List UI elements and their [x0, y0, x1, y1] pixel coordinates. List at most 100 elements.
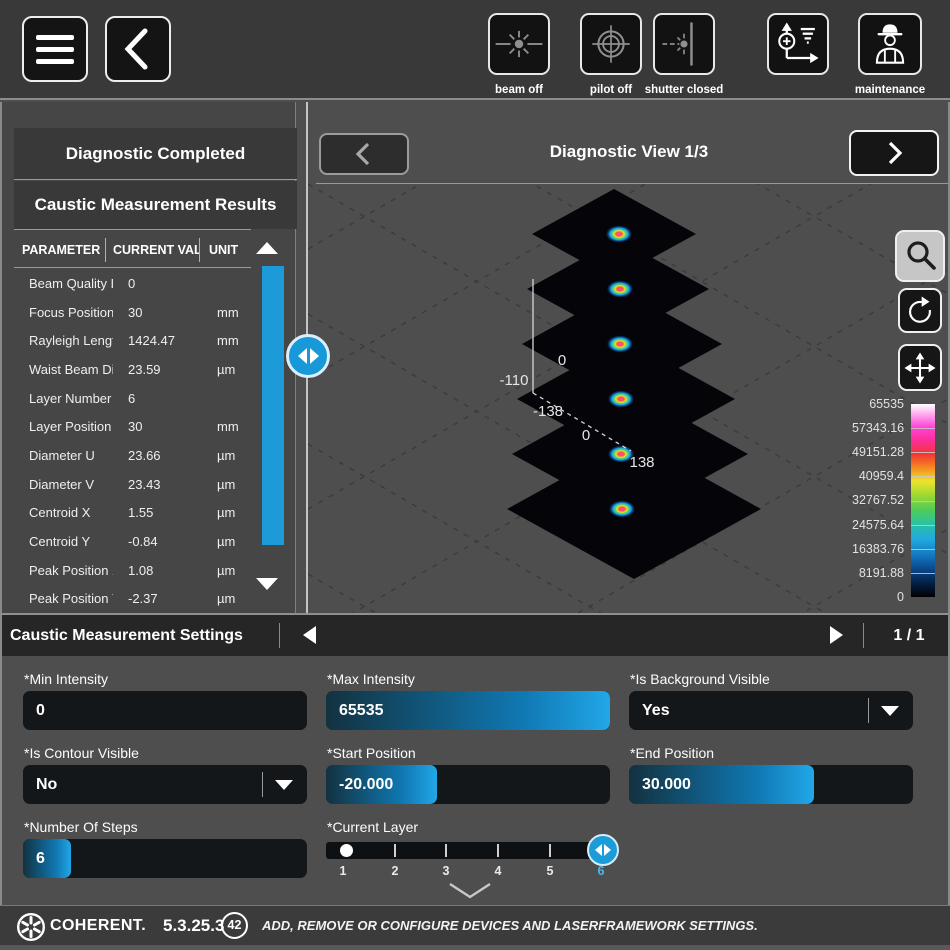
- slider-left-arrow-icon: [595, 844, 602, 856]
- settings-page-prev-button[interactable]: [303, 626, 316, 644]
- x-axis-tick-label: 0: [582, 427, 590, 444]
- is-contour-visible-dropdown[interactable]: No: [23, 765, 307, 804]
- magnifier-icon: [907, 241, 936, 270]
- status-message: ADD, REMOVE OR CONFIGURE DEVICES AND LAS…: [262, 918, 758, 933]
- panel-splitter-handle[interactable]: [286, 334, 330, 378]
- is-background-visible-dropdown[interactable]: Yes: [629, 691, 913, 730]
- chevron-left-icon: [355, 142, 370, 166]
- slider-tick: [445, 844, 447, 857]
- beam-spot: [607, 280, 633, 298]
- number-of-steps-label: *Number Of Steps: [24, 819, 138, 835]
- scrollbar-thumb[interactable]: [262, 266, 284, 545]
- column-header-unit: UNIT: [209, 243, 239, 257]
- beam-spot: [606, 225, 632, 243]
- slider-tick: [394, 844, 396, 857]
- rotate-icon: [909, 296, 931, 323]
- colorbar-gradient: [911, 404, 935, 597]
- pan-tool-button[interactable]: [898, 344, 942, 391]
- previous-view-button[interactable]: [319, 133, 409, 175]
- window-edge-left: [0, 102, 2, 905]
- is-background-visible-label: *Is Background Visible: [630, 671, 770, 687]
- splitter-right-arrow-icon: [309, 348, 319, 364]
- caustic-layers: [507, 189, 761, 579]
- beam-spot: [609, 500, 635, 518]
- colorbar-label: 65535: [869, 397, 904, 411]
- axis-configuration-button[interactable]: [767, 13, 829, 75]
- slider-tick-label: 4: [494, 864, 502, 878]
- column-header-parameter: PARAMETER: [22, 243, 101, 257]
- current-layer-slider-handle[interactable]: [587, 834, 619, 866]
- next-view-button[interactable]: [849, 130, 939, 176]
- slider-tick-label: 2: [391, 864, 399, 878]
- z-axis-tick-label: 0: [558, 352, 566, 369]
- coherent-logo-icon: [16, 912, 46, 947]
- pilot-off-label: pilot off: [589, 84, 633, 96]
- x-axis-tick-label: 138: [629, 454, 654, 471]
- slider-tick: [549, 844, 551, 857]
- bottom-strip: [0, 945, 950, 950]
- caustic-3d-plot[interactable]: 0 -110 -138 0 138: [308, 184, 950, 613]
- number-of-steps-input[interactable]: 6: [23, 839, 307, 878]
- divider-line: [863, 623, 864, 648]
- axes-add-icon: [778, 22, 819, 64]
- slider-right-arrow-icon: [604, 844, 611, 856]
- column-header-value: CURRENT VALUE: [113, 243, 199, 257]
- chevron-down-icon: [881, 706, 899, 716]
- settings-page-next-button[interactable]: [830, 626, 843, 644]
- table-row: Focus Position 30 mm: [29, 304, 239, 320]
- back-button[interactable]: [105, 16, 171, 82]
- settings-title: Caustic Measurement Settings: [10, 627, 243, 644]
- main-area: Diagnostic Completed Caustic Measurement…: [0, 102, 950, 613]
- table-row: Peak Position Y -2.37 µm: [29, 591, 236, 607]
- results-table-header: PARAMETER CURRENT VALUE UNIT: [14, 233, 251, 268]
- colorbar-label: 57343.16: [852, 421, 905, 435]
- slider-tick-label: 5: [546, 864, 554, 878]
- shutter-closed-label: shutter closed: [644, 84, 724, 96]
- end-position-input[interactable]: 30.000: [629, 765, 913, 804]
- slider-tick-label: 1: [339, 864, 347, 878]
- column-separator: [199, 238, 200, 262]
- colorbar-label: 16383.76: [852, 542, 905, 556]
- back-chevron-icon: [124, 28, 148, 70]
- current-layer-slider[interactable]: [326, 842, 607, 859]
- start-position-input[interactable]: -20.000: [326, 765, 610, 804]
- pilot-laser-icon: [592, 25, 630, 63]
- plot-canvas: 0 -110 -138 0 138: [308, 184, 950, 613]
- beam-off-label: beam off: [495, 84, 543, 96]
- value-fill-bar: [629, 765, 814, 804]
- min-intensity-input[interactable]: 0: [23, 691, 307, 730]
- collapse-panel-button[interactable]: [448, 882, 492, 905]
- slider-tick-label-active: 6: [597, 864, 605, 878]
- shutter-closed-button[interactable]: [653, 13, 715, 75]
- divider-line: [279, 623, 280, 648]
- beam-spots: [606, 225, 635, 518]
- rotate-tool-button[interactable]: [898, 288, 942, 333]
- pilot-off-button[interactable]: [580, 13, 642, 75]
- results-panel-title: Caustic Measurement Results: [14, 181, 297, 229]
- chevron-down-icon: [449, 882, 491, 899]
- divider-line: [262, 772, 263, 797]
- column-separator: [105, 238, 106, 262]
- start-position-label: *Start Position: [327, 745, 416, 761]
- scroll-down-button[interactable]: [256, 578, 278, 590]
- min-intensity-label: *Min Intensity: [24, 671, 109, 687]
- max-intensity-input[interactable]: 65535: [326, 691, 610, 730]
- x-axis-tick-label: -138: [533, 403, 563, 420]
- scroll-up-button[interactable]: [256, 242, 278, 254]
- colorbar-label: 8191.88: [858, 566, 904, 580]
- beam-spot: [607, 335, 633, 353]
- maintenance-button[interactable]: [858, 13, 922, 75]
- beam-spot: [608, 445, 634, 463]
- menu-button[interactable]: [22, 16, 88, 82]
- beam-off-button[interactable]: [488, 13, 550, 75]
- table-row: Diameter U 23.66 µm: [29, 447, 236, 463]
- zoom-tool-button[interactable]: [895, 230, 945, 282]
- brand-name: COHERENT.: [50, 917, 147, 934]
- diagnostic-view-panel: Diagnostic View 1/3: [308, 102, 950, 613]
- value-fill-bar: [326, 691, 610, 730]
- page-indicator: 1 / 1: [893, 627, 925, 644]
- version-number: 5.3.25.3: [163, 916, 225, 935]
- value-fill-bar: [23, 839, 72, 878]
